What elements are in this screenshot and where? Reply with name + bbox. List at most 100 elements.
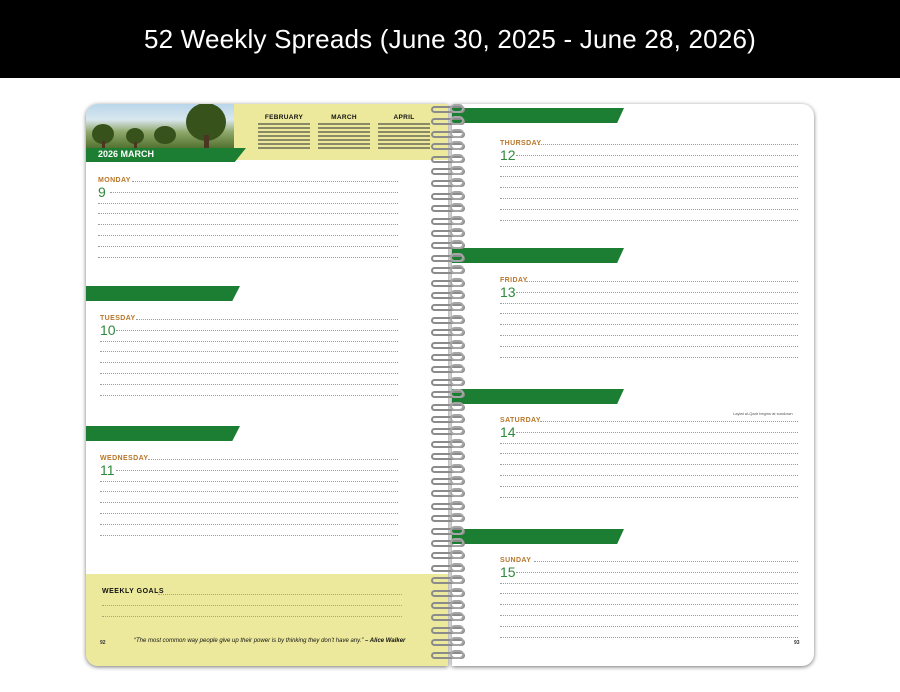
spiral-loop	[431, 476, 465, 485]
spiral-loop	[431, 240, 465, 250]
month-label: 2026 MARCH	[98, 149, 155, 159]
mini-calendar-title: APRIL	[393, 114, 415, 121]
page-number: 92	[100, 640, 106, 646]
spiral-loop	[431, 488, 465, 498]
spiral-loop	[431, 550, 465, 560]
spiral-loop	[431, 339, 465, 349]
weekly-goals-panel: WEEKLY GOALS “The most common way people…	[86, 574, 448, 666]
writing-lines	[98, 181, 398, 267]
writing-lines	[100, 459, 398, 545]
day-label: FRIDAY	[500, 277, 528, 284]
spiral-loop	[431, 166, 465, 175]
day-number: 10	[100, 322, 116, 338]
spiral-loop	[431, 525, 465, 535]
day-number: 12	[500, 147, 516, 163]
spiral-loop	[431, 376, 465, 386]
holiday-note: Laylat al-Qadr begins at sundown	[733, 411, 793, 416]
day-label: TUESDAY	[100, 315, 136, 322]
day-tab	[452, 108, 624, 123]
spiral-loop	[431, 600, 465, 609]
mini-calendar-grid	[318, 123, 370, 151]
spiral-loop	[431, 290, 465, 299]
spiral-loop	[431, 401, 465, 411]
writing-lines	[500, 561, 798, 647]
spiral-loop	[431, 104, 465, 113]
spiral-loop	[431, 203, 465, 213]
writing-lines	[500, 144, 798, 230]
spiral-loop	[431, 178, 465, 188]
spiral-loop	[431, 215, 465, 225]
day-label: THURSDAY	[500, 140, 542, 147]
quote: “The most common way people give up thei…	[134, 638, 405, 644]
day-tab	[452, 248, 624, 263]
spiral-loop	[431, 463, 465, 473]
tree-illustration	[126, 128, 144, 144]
left-page: FEBRUARY MARCH APRIL 2026 MARCH MONDAY 9	[86, 104, 448, 666]
day-number: 15	[500, 564, 516, 580]
spiral-loop	[431, 624, 465, 634]
mini-calendar: MARCH	[318, 114, 370, 151]
day-tab	[452, 389, 624, 404]
mini-calendar-title: FEBRUARY	[264, 114, 304, 121]
spiral-loop	[431, 426, 465, 436]
weekly-goals-title: WEEKLY GOALS	[102, 588, 165, 595]
mini-calendars-panel: FEBRUARY MARCH APRIL	[234, 104, 448, 160]
spiral-loop	[431, 637, 465, 647]
spiral-loop	[431, 277, 465, 287]
spiral-loop	[431, 649, 465, 659]
day-label: SATURDAY	[500, 417, 541, 424]
banner: 52 Weekly Spreads (June 30, 2025 - June …	[0, 0, 900, 78]
day-number: 11	[100, 462, 115, 478]
day-number: 9	[98, 184, 106, 200]
banner-title: 52 Weekly Spreads (June 30, 2025 - June …	[143, 23, 757, 54]
day-tab	[86, 286, 240, 301]
spiral-loop	[431, 500, 465, 510]
writing-lines	[500, 281, 798, 367]
spiral-loop	[431, 141, 465, 151]
mini-calendar-title: MARCH	[331, 114, 357, 121]
spiral-loop	[431, 116, 465, 126]
day-label: SUNDAY	[500, 557, 532, 564]
spiral-loop	[431, 265, 465, 275]
spiral-loop	[431, 153, 465, 163]
month-bar: 2026 MARCH	[86, 148, 246, 162]
spiral-loop	[431, 128, 465, 138]
spiral-binding	[428, 102, 472, 668]
spiral-loop	[431, 587, 465, 597]
spiral-loop	[431, 451, 465, 461]
spiral-loop	[431, 562, 465, 572]
spiral-loop	[431, 438, 465, 448]
writing-lines	[100, 319, 398, 405]
day-label: WEDNESDAY	[100, 455, 149, 462]
mini-calendar: APRIL	[378, 114, 430, 151]
right-page: THURSDAY 12 FRIDAY 13 Laylat al-Qadr beg…	[452, 104, 814, 666]
spiral-loop	[431, 190, 465, 200]
tree-illustration	[92, 124, 114, 144]
spiral-loop	[431, 228, 465, 237]
spiral-loop	[431, 513, 465, 523]
day-label: MONDAY	[98, 177, 131, 184]
day-tab	[86, 426, 240, 441]
spiral-loop	[431, 389, 465, 399]
tree-illustration	[186, 104, 226, 141]
spiral-loop	[431, 252, 465, 262]
mini-calendar-grid	[378, 123, 430, 151]
header-photo	[86, 104, 234, 149]
spiral-loop	[431, 612, 465, 622]
mini-calendar-grid	[258, 123, 310, 151]
planner-spread: FEBRUARY MARCH APRIL 2026 MARCH MONDAY 9	[0, 78, 900, 692]
page-number: 93	[794, 640, 800, 646]
spiral-loop	[431, 314, 465, 324]
writing-lines	[500, 421, 798, 507]
day-number: 14	[500, 424, 516, 440]
spiral-loop	[431, 352, 465, 361]
quote-text: “The most common way people give up thei…	[134, 638, 364, 644]
spiral-loop	[431, 364, 465, 374]
mini-calendar: FEBRUARY	[258, 114, 310, 151]
day-number: 13	[500, 284, 516, 300]
spiral-loop	[431, 414, 465, 423]
spiral-loop	[431, 327, 465, 337]
spiral-loop	[431, 575, 465, 585]
tree-illustration	[154, 126, 176, 144]
quote-author: – Alice Walker	[365, 638, 406, 644]
